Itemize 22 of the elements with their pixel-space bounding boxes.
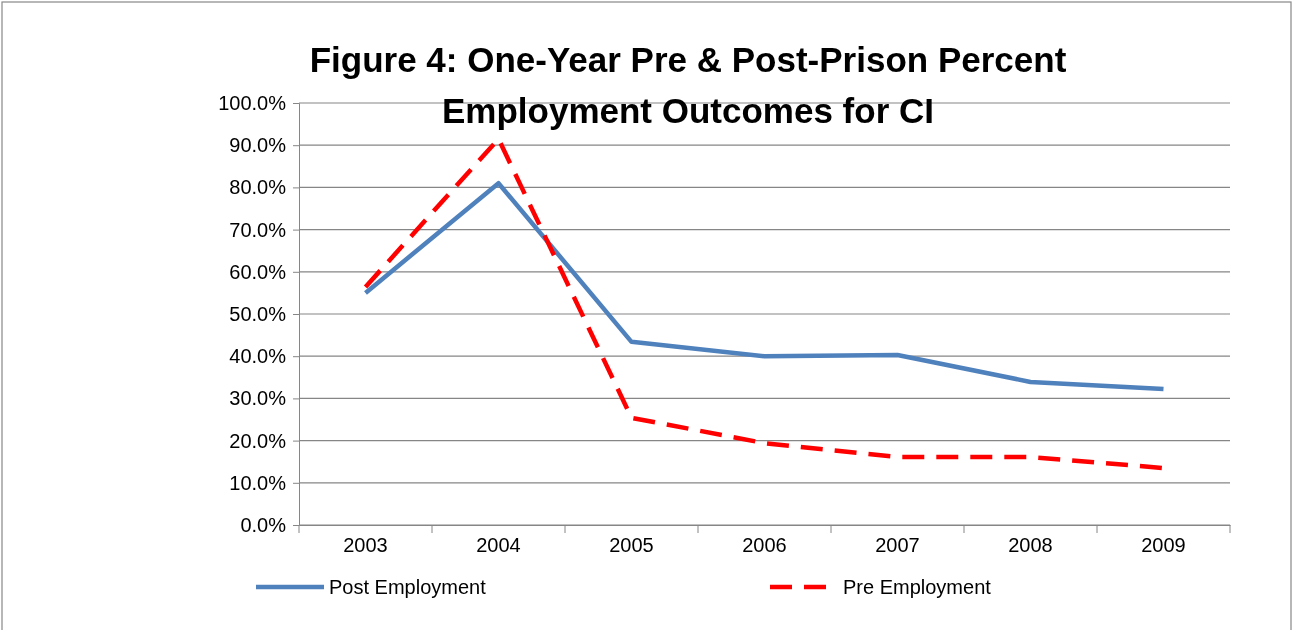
x-tick-label: 2005 [609, 534, 654, 556]
y-tick-label: 70.0% [229, 218, 287, 241]
y-tick-label: 10.0% [229, 471, 287, 494]
x-tick-label: 2004 [476, 534, 521, 556]
x-tick-label: 2006 [742, 534, 787, 556]
legend-label: Post Employment [329, 576, 487, 598]
y-tick-label: 50.0% [229, 302, 287, 325]
y-tick-label: 90.0% [229, 134, 287, 157]
chart-title: Figure 4: One-Year Pre & Post-Prison Percent Employment Outcomes for CI [309, 40, 1067, 130]
x-tick-label: 2007 [875, 534, 920, 556]
y-tick-label: 20.0% [229, 429, 287, 452]
y-tick-label: 0.0% [240, 513, 287, 536]
y-tick-label: 60.0% [229, 260, 287, 283]
y-tick-label: 30.0% [229, 387, 287, 410]
y-tick-label: 100.0% [218, 91, 287, 114]
line-series [363, 180, 1166, 392]
x-tick-label: 2009 [1141, 534, 1186, 556]
y-tick-label: 40.0% [229, 345, 287, 368]
x-tick-label: 2008 [1008, 534, 1053, 556]
y-tick-label: 80.0% [229, 176, 287, 199]
x-tick-label: 2003 [343, 534, 388, 556]
legend-label: Pre Employment [843, 576, 992, 598]
